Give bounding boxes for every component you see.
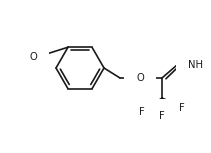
Text: F: F <box>159 111 165 121</box>
Text: F: F <box>179 103 185 113</box>
Text: F: F <box>139 107 145 117</box>
Text: O: O <box>136 73 144 83</box>
Text: O: O <box>29 52 37 62</box>
Text: NH: NH <box>188 60 203 70</box>
